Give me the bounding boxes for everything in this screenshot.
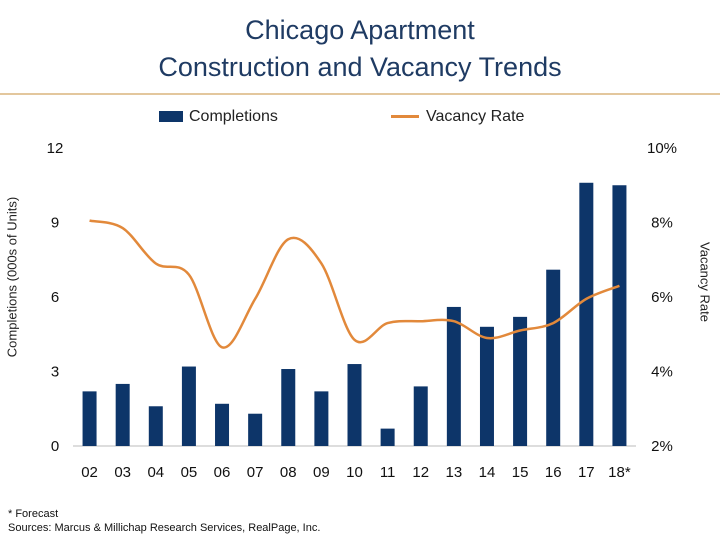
bar-completions xyxy=(181,366,196,446)
legend-vacancy: Vacancy Rate xyxy=(391,108,524,126)
bar-completions xyxy=(546,269,561,446)
y-tick-left: 0 xyxy=(51,438,59,455)
bar-completions xyxy=(513,316,528,446)
y-tick-left: 9 xyxy=(51,215,59,232)
x-tick-label: 02 xyxy=(81,464,98,481)
legend-completions-label: Completions xyxy=(189,108,278,125)
x-tick-label: 09 xyxy=(313,464,330,481)
x-tick-label: 18* xyxy=(608,464,631,481)
x-tick-label: 04 xyxy=(147,464,164,481)
y-tick-left: 6 xyxy=(51,289,59,306)
footnote-sources: Sources: Marcus & Millichap Research Ser… xyxy=(8,522,321,534)
bar-completions xyxy=(248,413,263,446)
x-tick-label: 11 xyxy=(380,464,396,481)
bar-completions xyxy=(380,428,395,446)
y-tick-right: 6% xyxy=(651,289,673,306)
bar-completions xyxy=(281,369,296,446)
chart-title-line-1: Chicago Apartment xyxy=(245,15,475,45)
bar-completions xyxy=(148,406,163,446)
y-tick-right: 4% xyxy=(651,364,673,381)
x-tick-label: 10 xyxy=(346,464,363,481)
y-tick-right: 10% xyxy=(647,140,677,157)
line-vacancy-rate xyxy=(89,219,620,349)
x-tick-label: 17 xyxy=(578,464,595,481)
x-tick-label: 05 xyxy=(181,464,198,481)
bar-completions xyxy=(413,386,428,446)
y-tick-right: 2% xyxy=(651,438,673,455)
bar-completions xyxy=(446,306,461,446)
bar-completions xyxy=(314,391,329,446)
title-divider xyxy=(0,93,720,95)
chart-title-line-2: Construction and Vacancy Trends xyxy=(158,52,562,82)
legend-vacancy-swatch xyxy=(391,115,419,119)
bar-completions xyxy=(82,391,97,446)
y-tick-left: 12 xyxy=(47,140,64,157)
x-tick-label: 12 xyxy=(412,464,429,481)
bar-completions xyxy=(215,403,230,446)
x-tick-label: 07 xyxy=(247,464,264,481)
bar-completions xyxy=(115,383,130,446)
bar-completions xyxy=(479,326,494,446)
bar-completions xyxy=(612,185,627,446)
bar-completions xyxy=(579,182,594,446)
x-tick-label: 15 xyxy=(512,464,529,481)
x-tick-label: 03 xyxy=(114,464,131,481)
x-tick-label: 16 xyxy=(545,464,562,481)
x-tick-label: 14 xyxy=(479,464,496,481)
y-tick-right: 8% xyxy=(651,215,673,232)
x-tick-label: 13 xyxy=(446,464,463,481)
bar-completions xyxy=(347,364,362,446)
y-tick-left: 3 xyxy=(51,364,59,381)
legend-completions: Completions xyxy=(159,108,278,126)
x-tick-label: 06 xyxy=(214,464,231,481)
legend-vacancy-label: Vacancy Rate xyxy=(426,108,525,125)
legend-completions-swatch xyxy=(159,111,183,123)
x-tick-label: 08 xyxy=(280,464,297,481)
footnote-forecast: * Forecast xyxy=(8,508,59,520)
